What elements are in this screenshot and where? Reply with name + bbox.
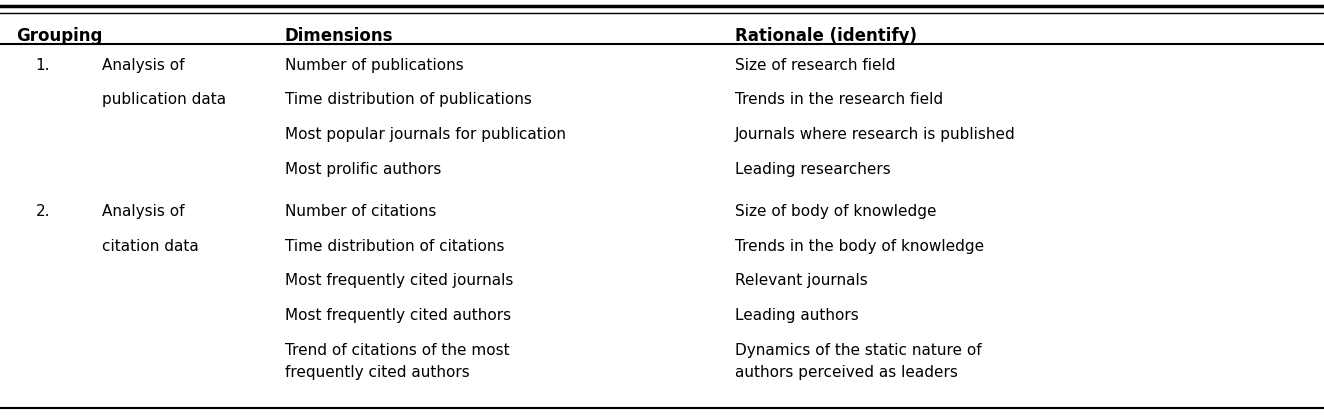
Text: publication data: publication data (102, 92, 226, 107)
Text: Most frequently cited authors: Most frequently cited authors (285, 308, 511, 323)
Text: 2.: 2. (36, 204, 50, 219)
Text: Rationale (identify): Rationale (identify) (735, 27, 916, 45)
Text: Trends in the research field: Trends in the research field (735, 92, 943, 107)
Text: Trend of citations of the most
frequently cited authors: Trend of citations of the most frequentl… (285, 343, 510, 380)
Text: Grouping: Grouping (16, 27, 102, 45)
Text: Journals where research is published: Journals where research is published (735, 127, 1016, 142)
Text: Most prolific authors: Most prolific authors (285, 162, 441, 177)
Text: Most frequently cited journals: Most frequently cited journals (285, 273, 512, 288)
Text: Leading authors: Leading authors (735, 308, 858, 323)
Text: Time distribution of citations: Time distribution of citations (285, 239, 504, 254)
Text: Size of research field: Size of research field (735, 58, 895, 73)
Text: Leading researchers: Leading researchers (735, 162, 891, 177)
Text: citation data: citation data (102, 239, 199, 254)
Text: 1.: 1. (36, 58, 50, 73)
Text: Size of body of knowledge: Size of body of knowledge (735, 204, 936, 219)
Text: Number of citations: Number of citations (285, 204, 436, 219)
Text: Trends in the body of knowledge: Trends in the body of knowledge (735, 239, 984, 254)
Text: Dimensions: Dimensions (285, 27, 393, 45)
Text: Relevant journals: Relevant journals (735, 273, 867, 288)
Text: Dynamics of the static nature of
authors perceived as leaders: Dynamics of the static nature of authors… (735, 343, 981, 380)
Text: Most popular journals for publication: Most popular journals for publication (285, 127, 565, 142)
Text: Time distribution of publications: Time distribution of publications (285, 92, 531, 107)
Text: Analysis of: Analysis of (102, 204, 184, 219)
Text: Number of publications: Number of publications (285, 58, 463, 73)
Text: Analysis of: Analysis of (102, 58, 184, 73)
